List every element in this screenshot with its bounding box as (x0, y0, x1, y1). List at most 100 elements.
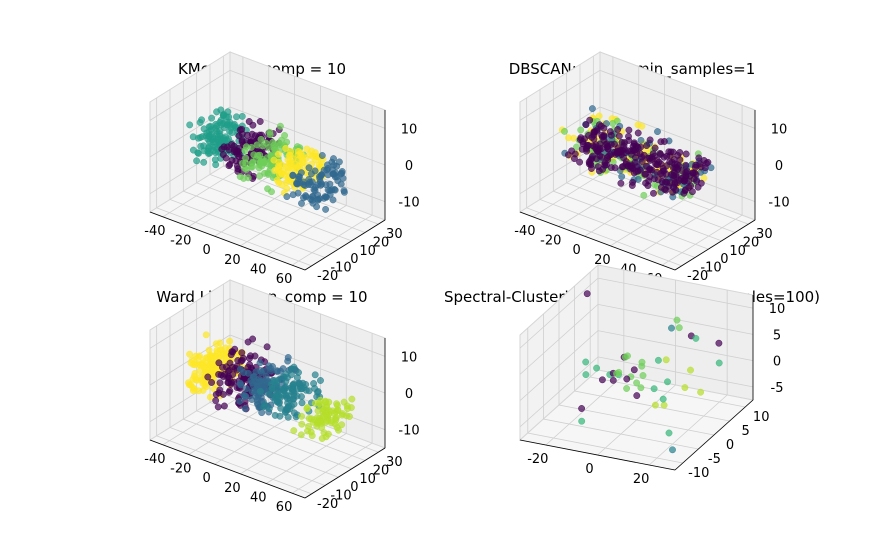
data-point (669, 148, 677, 156)
data-point (293, 392, 301, 400)
data-point (577, 126, 585, 134)
data-point (217, 116, 225, 124)
kmeans-points (186, 106, 348, 213)
data-point (634, 129, 642, 137)
data-point (586, 116, 594, 124)
z-tick-label: 10 (771, 122, 788, 137)
x-axis-line (149, 211, 306, 271)
data-point (317, 377, 324, 384)
data-point (328, 158, 336, 166)
data-point (216, 379, 224, 387)
data-point (634, 121, 642, 129)
y-gridline (589, 272, 746, 408)
data-point (308, 193, 316, 200)
data-point (689, 188, 696, 196)
data-point (633, 163, 641, 171)
data-point (247, 352, 254, 360)
ward-panel: Ward Linkage: n_comp = 10 -40-200204060-… (144, 279, 420, 515)
x-axis-line (519, 211, 676, 271)
z-tick-label: 5 (773, 328, 781, 343)
data-point (578, 405, 585, 412)
data-point (628, 161, 635, 169)
data-point (193, 376, 201, 384)
data-point (673, 179, 681, 187)
y-tick-label: 0 (720, 252, 728, 267)
y-gridline (196, 300, 352, 470)
data-point (677, 175, 685, 183)
data-point (274, 150, 282, 158)
data-point (283, 193, 291, 201)
data-point (214, 403, 222, 411)
data-point (589, 105, 596, 113)
data-point (605, 152, 612, 160)
data-point (282, 144, 290, 152)
data-point (196, 352, 203, 360)
data-point (625, 126, 633, 134)
y-tick-label: 10 (359, 472, 376, 487)
data-point (315, 400, 323, 407)
data-point (609, 376, 617, 384)
z-gridline (519, 106, 756, 166)
data-point (324, 430, 332, 438)
z-tick-label: -10 (398, 196, 419, 211)
data-point (276, 122, 284, 130)
data-point (305, 415, 313, 422)
data-point (668, 324, 675, 332)
data-point (294, 189, 302, 197)
data-point (246, 361, 254, 369)
y-gridline (552, 81, 709, 250)
data-point (258, 409, 266, 416)
data-point (204, 373, 212, 381)
data-point (297, 152, 305, 160)
y-gridline (222, 56, 379, 225)
data-point (682, 150, 690, 158)
data-point (206, 351, 214, 359)
data-point (282, 370, 290, 378)
data-point (214, 137, 222, 145)
y-tick-label: 20 (743, 236, 760, 251)
data-point (310, 380, 317, 387)
data-point (585, 131, 592, 139)
data-point (318, 435, 326, 442)
data-point (585, 158, 593, 166)
data-point (248, 388, 256, 395)
x-tick-label: 40 (250, 263, 267, 278)
data-point (673, 316, 681, 324)
spectral-panel: Spectral-Clustering: n_comp=10(n_samples… (444, 263, 820, 487)
data-point (226, 337, 234, 345)
y-tick-label: -10 (330, 489, 351, 504)
data-point (654, 128, 661, 136)
y-gridline (156, 97, 312, 267)
z-gridline (149, 106, 386, 166)
data-point (298, 399, 306, 407)
data-point (250, 151, 258, 159)
data-point (306, 151, 313, 159)
x-axis-line (519, 439, 676, 471)
x-gridline (648, 290, 728, 466)
data-point (660, 401, 668, 409)
z-gridline (519, 330, 754, 401)
data-point (338, 169, 346, 177)
data-point (309, 199, 317, 207)
ward-points (185, 331, 356, 442)
data-point (238, 113, 246, 120)
x-tick-label: -20 (170, 462, 191, 477)
x-tick-label: -40 (514, 224, 535, 239)
data-point (568, 147, 575, 155)
data-point (256, 387, 264, 395)
x-tick-label: 20 (224, 253, 241, 268)
data-point (663, 162, 671, 170)
y-gridline (579, 64, 736, 233)
data-point (212, 340, 220, 348)
x-axis-line (149, 439, 306, 499)
data-point (206, 393, 214, 401)
z-tick-label: -5 (771, 381, 784, 396)
y-tick-label: 10 (729, 244, 746, 259)
data-point (263, 343, 271, 351)
data-point (279, 365, 287, 372)
data-point (261, 401, 269, 409)
data-point (653, 161, 661, 169)
data-point (692, 163, 699, 171)
